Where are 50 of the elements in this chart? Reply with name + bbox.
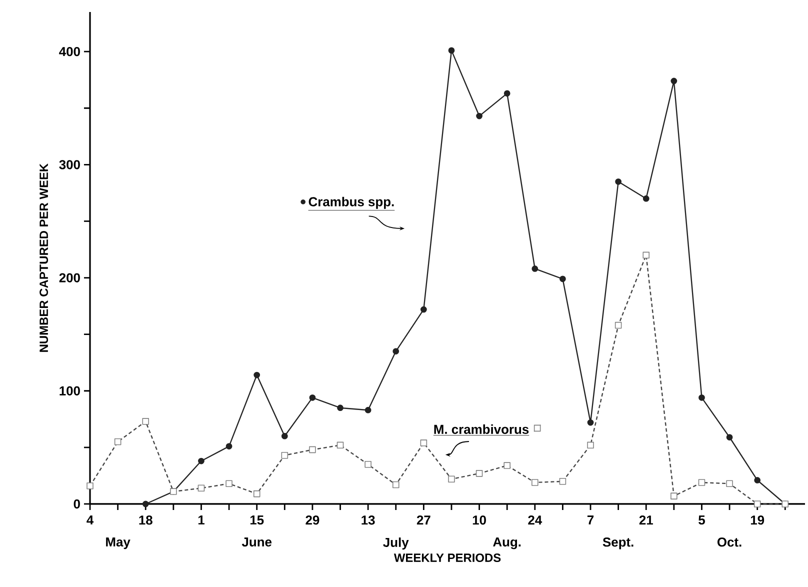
text: Aug. bbox=[493, 538, 521, 550]
x-tick-label: 5 bbox=[698, 516, 705, 525]
point bbox=[364, 406, 372, 414]
x-tick-label: 18 bbox=[139, 516, 152, 525]
y-tick-label: 0 bbox=[74, 499, 80, 509]
x-tick-label: 4 bbox=[86, 516, 94, 524]
text: June bbox=[242, 538, 272, 547]
series-label: M. crambivorus bbox=[434, 424, 529, 434]
text: Sept. bbox=[602, 538, 634, 550]
y-tick-label: 300 bbox=[59, 160, 80, 170]
point bbox=[309, 394, 316, 401]
point bbox=[281, 432, 288, 440]
point bbox=[337, 404, 344, 412]
point bbox=[642, 195, 650, 202]
point bbox=[754, 477, 761, 484]
x-tick-label: 19 bbox=[750, 516, 764, 525]
point bbox=[420, 306, 427, 313]
x-tick-label: 27 bbox=[416, 516, 430, 525]
x-tick-label: 10 bbox=[472, 516, 486, 525]
text: May bbox=[106, 538, 130, 550]
point bbox=[476, 112, 482, 120]
text: Oct. bbox=[717, 538, 742, 547]
y-tick-label: 100 bbox=[60, 386, 80, 396]
point bbox=[198, 458, 204, 464]
y-axis-title: NUMBER CAPTURED PER WEEK bbox=[40, 163, 48, 352]
point bbox=[698, 394, 705, 401]
point bbox=[448, 47, 455, 54]
x-tick-label: 1 bbox=[198, 516, 204, 524]
text: July bbox=[383, 538, 409, 550]
y-tick-label: 400 bbox=[59, 46, 80, 56]
x-tick-label: 29 bbox=[306, 516, 320, 525]
point bbox=[726, 434, 733, 440]
point bbox=[670, 78, 678, 84]
x-tick-label: 21 bbox=[639, 516, 653, 525]
x-axis-title: WEEKLY PERIODS bbox=[394, 554, 501, 562]
point bbox=[142, 500, 149, 508]
point bbox=[504, 90, 510, 97]
x-tick-label: 24 bbox=[528, 516, 542, 525]
y-tick-label: 200 bbox=[59, 273, 80, 282]
x-tick-label: 15 bbox=[250, 516, 264, 525]
x-tick-label: 13 bbox=[362, 516, 375, 525]
point bbox=[532, 266, 538, 272]
x-tick-label: 7 bbox=[587, 516, 594, 524]
point bbox=[254, 372, 260, 378]
point bbox=[392, 348, 400, 354]
point bbox=[560, 276, 566, 282]
point bbox=[615, 178, 622, 185]
legend-label: Crambus spp. bbox=[308, 196, 394, 209]
point bbox=[587, 419, 594, 426]
point bbox=[226, 443, 232, 450]
